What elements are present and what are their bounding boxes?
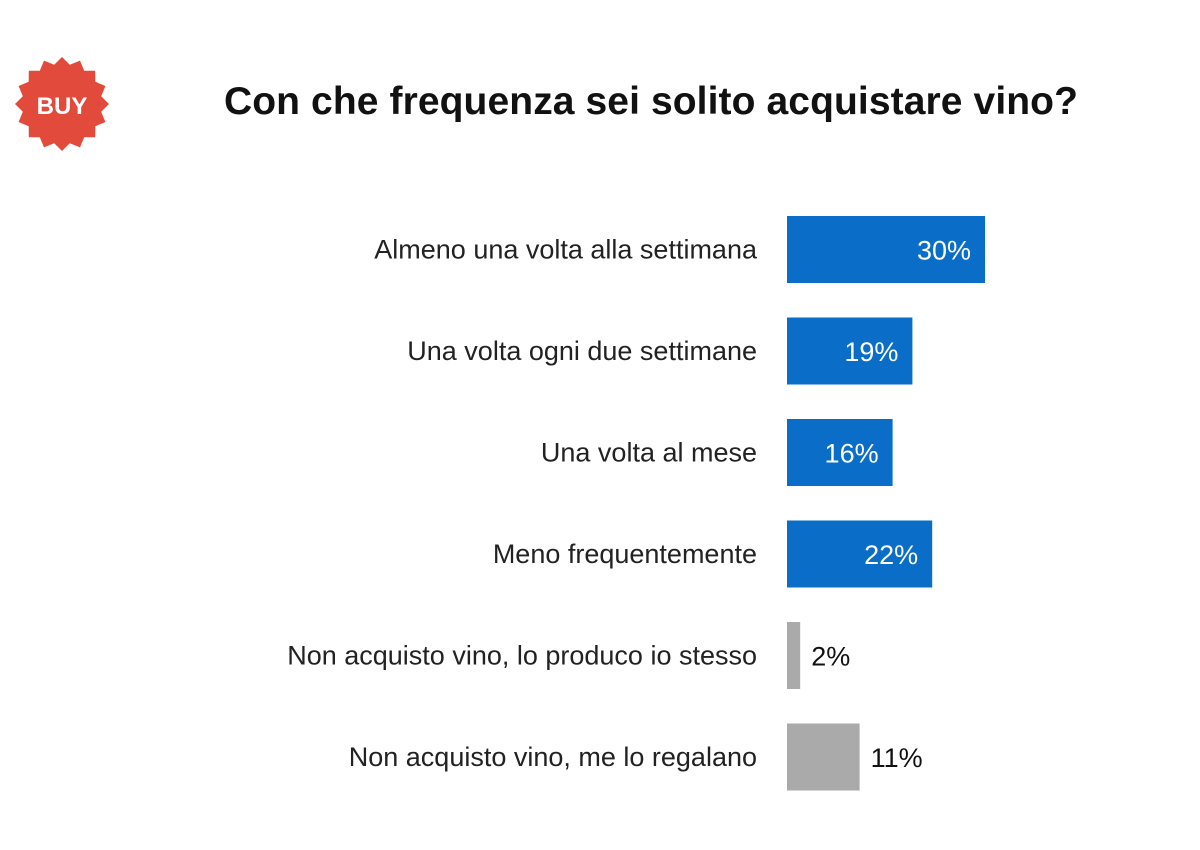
category-label: Una volta al mese <box>541 438 757 468</box>
chart-title: Con che frequenza sei solito acquistare … <box>224 80 1079 123</box>
category-label: Meno frequentemente <box>493 539 757 569</box>
bar <box>787 723 860 791</box>
value-label: 11% <box>871 743 923 773</box>
starburst-badge-icon <box>15 57 109 151</box>
value-label: 30% <box>917 236 971 266</box>
bar <box>787 520 933 588</box>
buy-badge-text: BUY <box>37 93 88 120</box>
bar <box>787 419 893 486</box>
category-label: Non acquisto vino, lo produco io stesso <box>287 641 757 671</box>
value-label: 22% <box>864 540 918 570</box>
value-label: 16% <box>825 439 879 469</box>
buy-badge: BUY <box>15 57 109 151</box>
category-label: Almeno una volta alla settimana <box>374 235 758 265</box>
bar <box>787 216 985 283</box>
value-label: 19% <box>844 337 898 367</box>
value-label: 2% <box>811 642 850 672</box>
bar <box>787 622 801 689</box>
category-label: Una volta ogni due settimane <box>407 336 757 366</box>
category-label: Non acquisto vino, me lo regalano <box>349 742 757 772</box>
bar <box>787 317 913 385</box>
